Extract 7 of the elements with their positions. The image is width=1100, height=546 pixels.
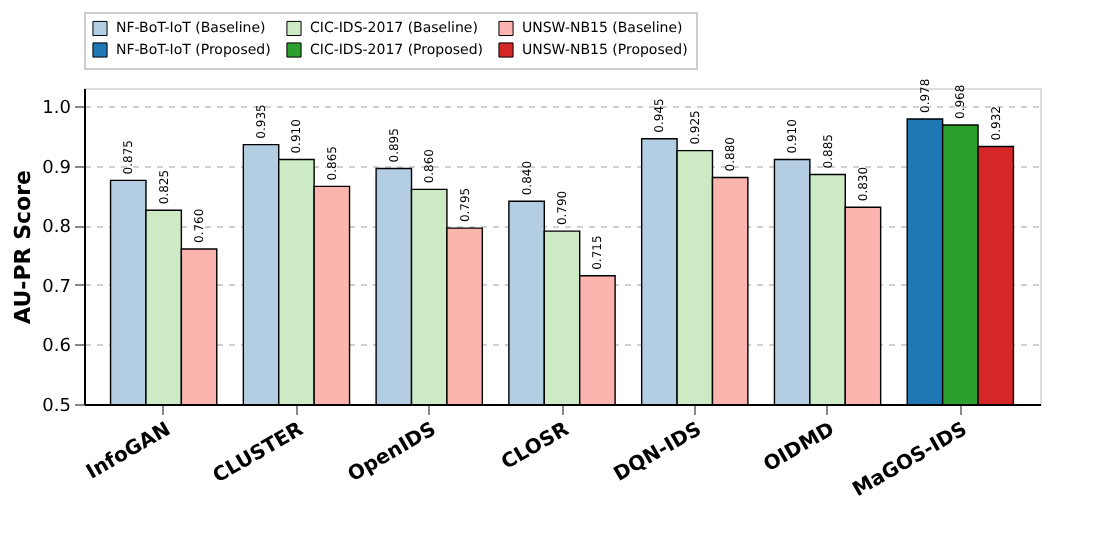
y-tick-label: 0.9: [42, 158, 72, 179]
y-tick-label: 0.5: [42, 397, 71, 417]
y-tick-label: 1.0: [42, 98, 72, 119]
y-tick-label: 0.8: [42, 218, 72, 239]
y-tick-label: 0.7: [42, 277, 71, 298]
y-tick-label: 0.6: [42, 337, 72, 358]
y-axis-title: AU-PR Score: [10, 170, 37, 324]
